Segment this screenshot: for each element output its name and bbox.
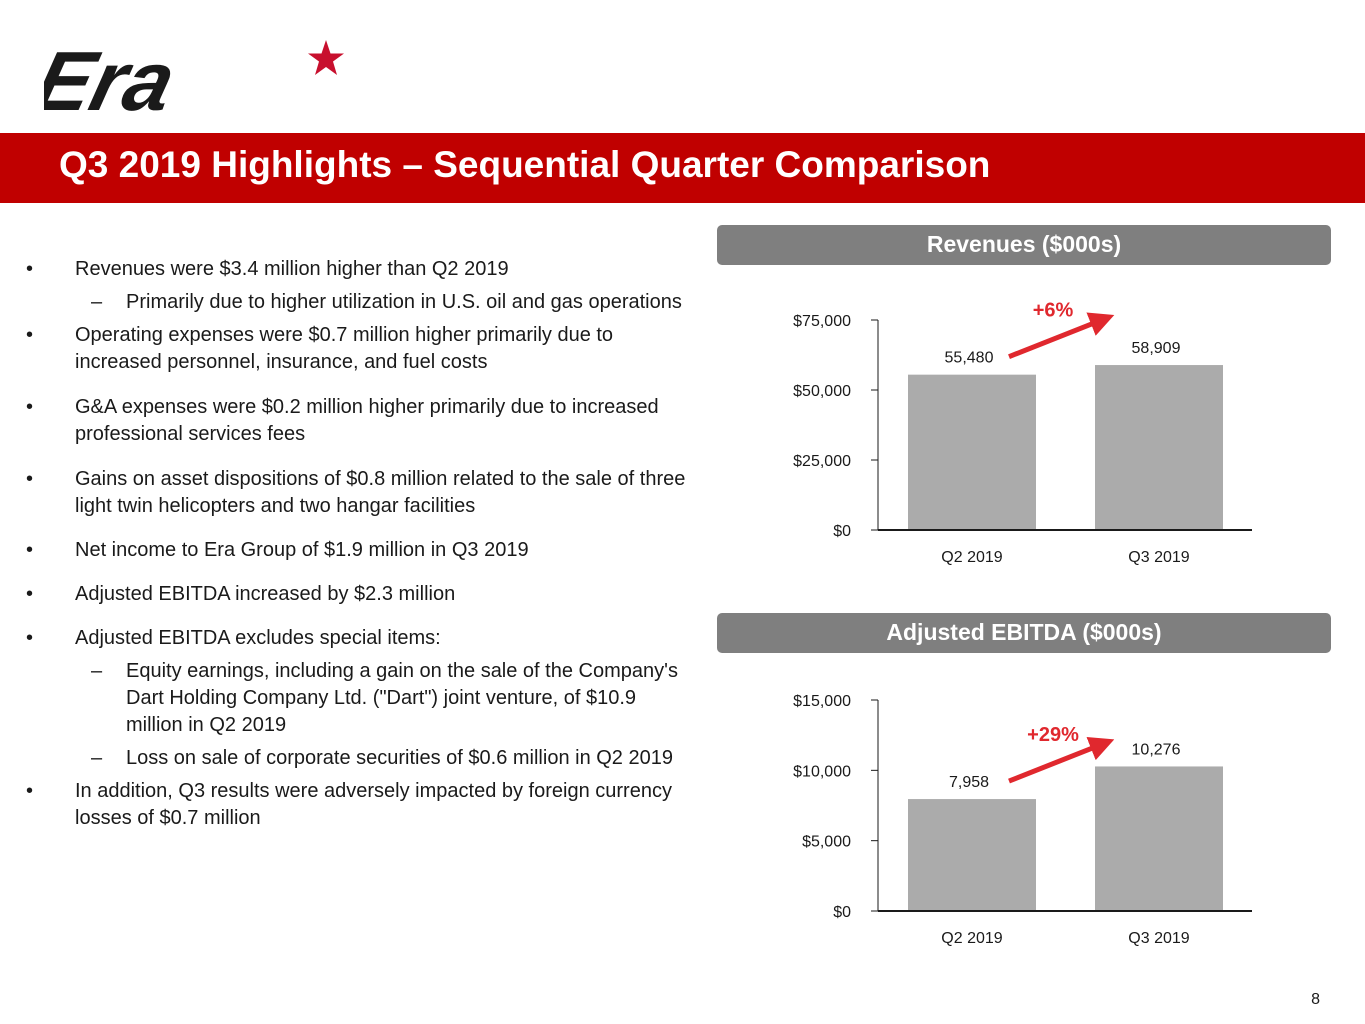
bullet-text: Revenues were $3.4 million higher than Q… (75, 258, 509, 280)
data-label: 55,480 (945, 350, 994, 367)
bullet-text: Net income to Era Group of $1.9 million … (75, 539, 529, 561)
bullet-marker: • (26, 258, 34, 280)
bullet-revenues: • Revenues were $3.4 million higher than… (26, 256, 686, 283)
bullet-special-items: • Adjusted EBITDA excludes special items… (26, 625, 686, 652)
bullet-marker: • (26, 396, 34, 418)
bullet-marker: • (26, 627, 34, 649)
growth-label: +29% (1027, 724, 1079, 746)
sub-bullet-marker: – (91, 291, 103, 313)
era-logo-graphic: Era (25, 35, 344, 129)
highlights-list: • Revenues were $3.4 million higher than… (26, 256, 686, 832)
sub-bullet-equity-earnings: – Equity earnings, including a gain on t… (26, 658, 686, 739)
bullet-text: Adjusted EBITDA increased by $2.3 millio… (75, 583, 456, 605)
bullet-marker: • (26, 324, 34, 346)
bar (1095, 766, 1223, 911)
sub-bullet-text: Primarily due to higher utilization in U… (126, 291, 682, 313)
ebitda-chart-svg: $0 $5,000 $10,000 $15,000 Q2 2019 Q3 2019 7,95… (793, 693, 1252, 947)
y-tick-label: $0 (833, 523, 851, 540)
page-title: Q3 2019 Highlights – Sequential Quarter … (59, 144, 991, 185)
bullet-text: In addition, Q3 results were adversely i… (75, 780, 672, 829)
sub-bullet-text: Equity earnings, including a gain on the… (126, 660, 678, 736)
page-number: 8 (1311, 991, 1320, 1008)
logo-wordmark: Era (44, 35, 184, 122)
sub-bullet-marker: – (91, 660, 103, 682)
revenues-chart-svg: $0 $25,000 $50,000 $75,000 Q2 2019 Q3 2019 55,… (793, 300, 1252, 566)
data-label: 10,276 (1132, 741, 1181, 758)
bar (1095, 365, 1223, 530)
y-tick-label: $0 (833, 904, 851, 921)
bullet-marker: • (26, 468, 34, 490)
y-tick-label: $10,000 (793, 763, 851, 780)
y-tick-label: $15,000 (793, 693, 851, 710)
bullet-currency-losses: • In addition, Q3 results were adversely… (26, 778, 686, 832)
bullet-ga-expenses: • G&A expenses were $0.2 million higher … (26, 394, 686, 448)
bullet-marker: • (26, 780, 34, 802)
y-tick-label: $5,000 (802, 834, 851, 851)
bullet-text: Operating expenses were $0.7 million hig… (75, 324, 614, 373)
revenues-chart: $0 $25,000 $50,000 $75,000 Q2 2019 Q3 2019 55,… (760, 290, 1280, 580)
bullet-adjusted-ebitda: • Adjusted EBITDA increased by $2.3 mill… (26, 581, 686, 608)
star-icon (308, 40, 344, 75)
growth-arrow (1008, 312, 1115, 359)
y-tick-label: $50,000 (793, 383, 851, 400)
bullet-net-income: • Net income to Era Group of $1.9 millio… (26, 537, 686, 564)
sub-bullet-securities-loss: – Loss on sale of corporate securities o… (26, 745, 686, 772)
x-tick-label: Q2 2019 (941, 930, 1002, 947)
revenues-chart-header: Revenues ($000s) (717, 225, 1331, 265)
era-logo: Era (25, 30, 364, 129)
data-label: 7,958 (949, 774, 989, 791)
bar (908, 799, 1036, 911)
bar (908, 374, 1036, 530)
growth-label: +6% (1033, 300, 1074, 322)
sub-bullet-text: Loss on sale of corporate securities of … (126, 747, 673, 769)
growth-arrow (1008, 736, 1115, 784)
y-tick-label: $25,000 (793, 453, 851, 470)
ebitda-chart-header: Adjusted EBITDA ($000s) (717, 613, 1331, 653)
bullet-text: Gains on asset dispositions of $0.8 mill… (75, 468, 686, 517)
bullet-gains: • Gains on asset dispositions of $0.8 mi… (26, 466, 686, 520)
x-tick-label: Q3 2019 (1128, 930, 1189, 947)
title-bar: Q3 2019 Highlights – Sequential Quarter … (0, 133, 1365, 203)
ebitda-chart: $0 $5,000 $10,000 $15,000 Q2 2019 Q3 2019 7,95… (760, 680, 1280, 960)
sub-bullet-marker: – (91, 747, 103, 769)
data-label: 58,909 (1132, 340, 1181, 357)
bullet-text: G&A expenses were $0.2 million higher pr… (75, 396, 659, 445)
bullet-marker: • (26, 539, 34, 561)
bullet-operating-expenses: • Operating expenses were $0.7 million h… (26, 322, 686, 376)
x-tick-label: Q2 2019 (941, 549, 1002, 566)
x-tick-label: Q3 2019 (1128, 549, 1189, 566)
y-tick-label: $75,000 (793, 313, 851, 330)
bullet-text: Adjusted EBITDA excludes special items: (75, 627, 441, 649)
sub-bullet-utilization: – Primarily due to higher utilization in… (26, 289, 686, 316)
bullet-marker: • (26, 583, 34, 605)
